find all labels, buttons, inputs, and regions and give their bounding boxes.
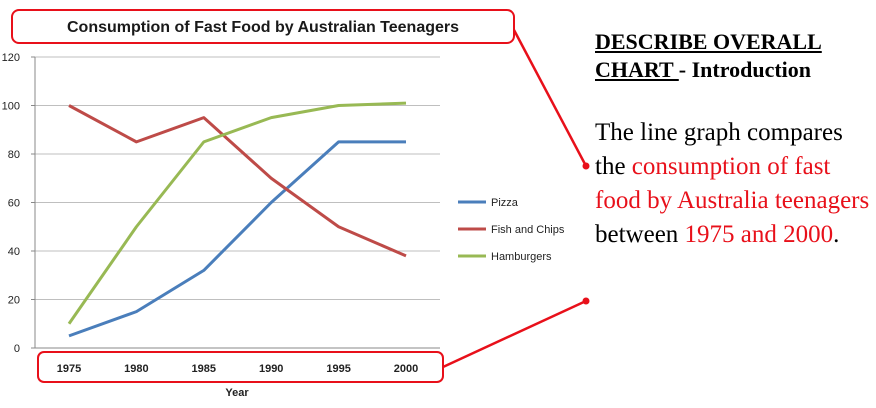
- chart-title: Consumption of Fast Food by Australian T…: [67, 19, 459, 36]
- series-line-fish-and-chips: [68, 104, 407, 258]
- description-highlight-1: consumption of fast food by Australia te…: [595, 153, 870, 214]
- y-tick-label: 20: [8, 295, 20, 307]
- x-tick-labels: 1975 1980 1985 1990 1995 2000: [57, 363, 418, 375]
- y-tick-labels: 0 20 40 60 80 100 120: [2, 52, 35, 355]
- legend-label: Hamburgers: [491, 251, 552, 263]
- x-tick-label: 1995: [326, 363, 350, 375]
- description-part-3: .: [833, 221, 840, 248]
- heading-suffix-text: - Introduction: [678, 57, 812, 82]
- y-tick-label: 100: [2, 101, 20, 113]
- title-highlight-box: [11, 9, 515, 44]
- grid-lines: [35, 56, 440, 300]
- series-lines: [67, 101, 407, 338]
- title-connector-line: [512, 29, 588, 167]
- x-tick-label: 2000: [394, 363, 418, 375]
- y-tick-label: 80: [8, 149, 20, 161]
- legend-label: Fish and Chips: [491, 224, 565, 236]
- axis-connector-line: [442, 299, 587, 369]
- description-text: The line graph compares the consumption …: [595, 116, 870, 252]
- heading-underlined-text: DESCRIBE OVERALL CHART: [595, 29, 822, 82]
- y-tick-label: 120: [2, 52, 20, 64]
- legend-label: Pizza: [491, 197, 519, 209]
- x-tick-label: 1980: [124, 363, 148, 375]
- x-axis-highlight-box: [37, 351, 444, 383]
- x-tick-label: 1975: [57, 363, 81, 375]
- x-tick-label: 1990: [259, 363, 283, 375]
- axis-connector-dot: [582, 297, 590, 305]
- x-axis-title: Year: [225, 387, 249, 399]
- description-part-1: The line graph compares the: [595, 119, 843, 180]
- description-highlight-2: 1975 and 2000: [684, 221, 834, 248]
- description-part-2: between: [595, 221, 685, 248]
- series-line-pizza: [68, 140, 406, 338]
- section-heading: DESCRIBE OVERALL CHART - Introduction: [595, 28, 870, 84]
- y-tick-label: 40: [8, 246, 20, 258]
- line-chart: Consumption of Fast Food by Australian T…: [2, 9, 590, 399]
- title-connector-dot: [582, 162, 590, 170]
- x-tick-label: 1985: [192, 363, 216, 375]
- series-line-hamburgers: [67, 101, 407, 325]
- legend: Pizza Fish and Chips Hamburgers: [458, 197, 565, 263]
- y-tick-label: 60: [8, 198, 20, 210]
- y-tick-label: 0: [14, 343, 20, 355]
